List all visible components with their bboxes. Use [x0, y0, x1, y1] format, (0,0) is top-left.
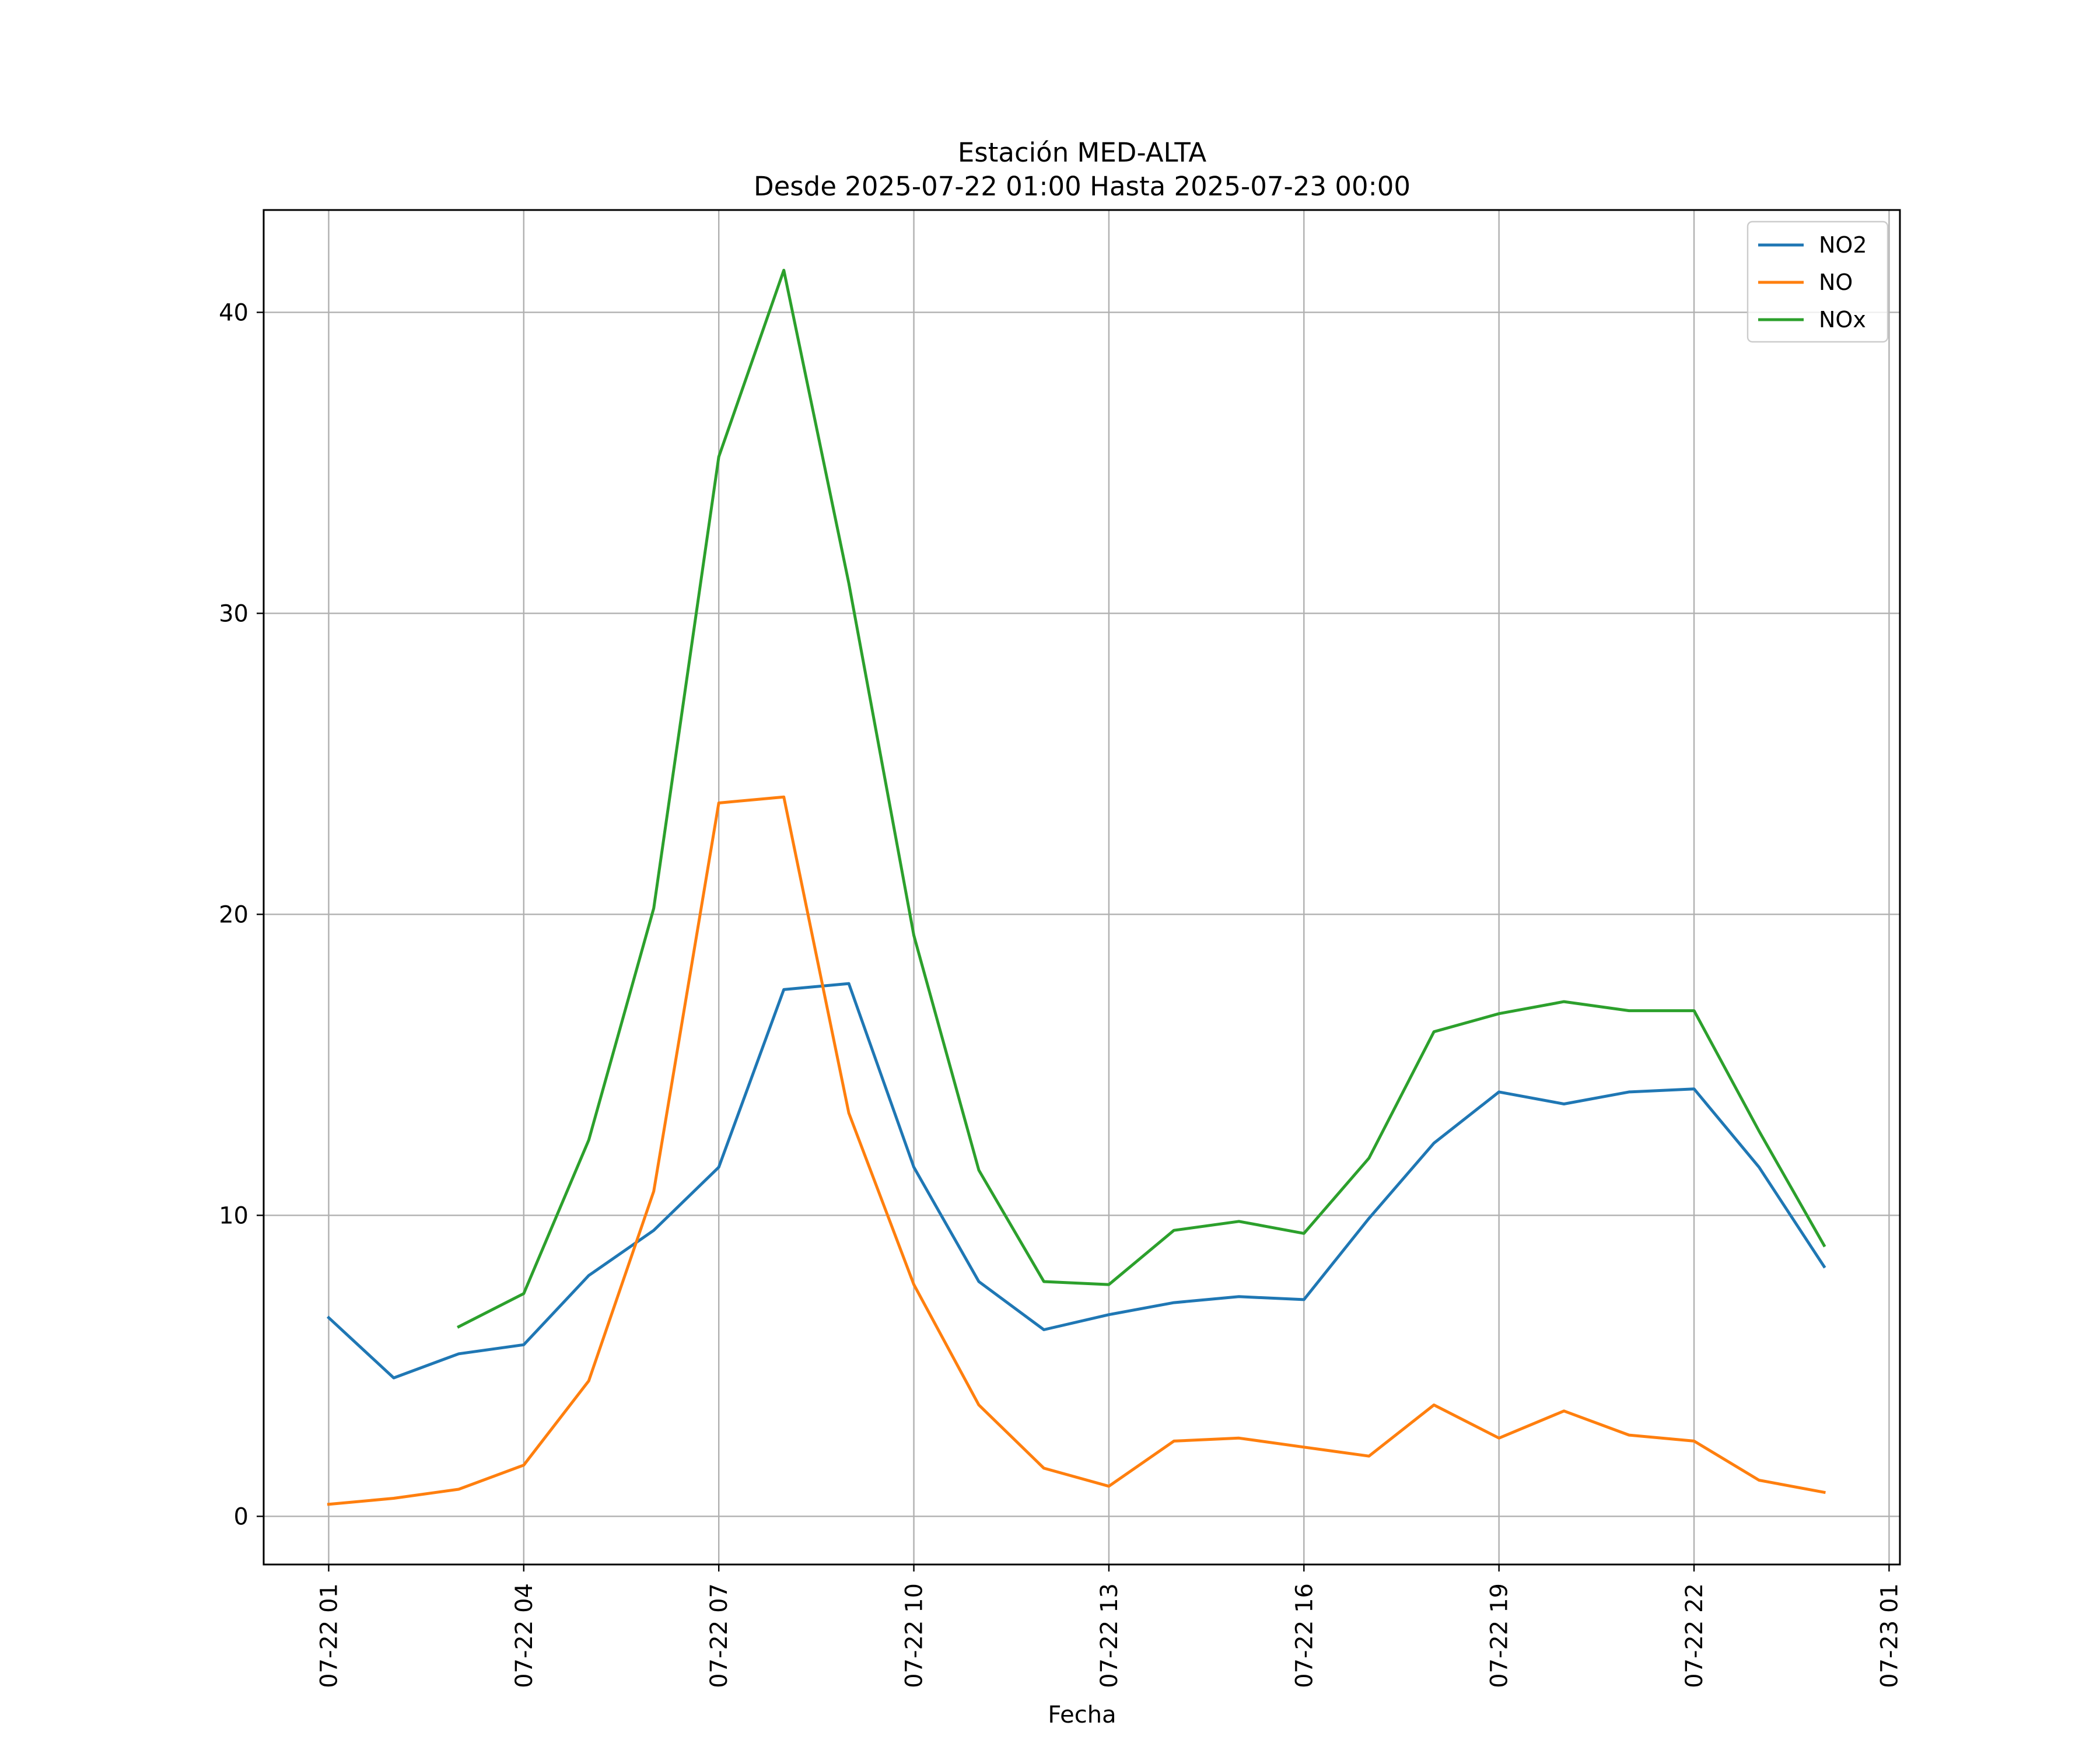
series-line-no	[327, 795, 1826, 1506]
y-tick-label: 0	[234, 1503, 249, 1530]
x-axis-label: Fecha	[1048, 1702, 1116, 1728]
x-tick-label: 07-22 13	[1096, 1583, 1123, 1688]
y-tick-label: 40	[219, 299, 249, 326]
legend-label-no2: NO2	[1819, 232, 1867, 258]
x-axis-ticks: 07-22 01 07-22 04 07-22 07 07-22 10 07-22 13…	[316, 1564, 1903, 1688]
x-tick-label: 07-22 22	[1681, 1583, 1708, 1688]
x-tick-label: 07-23 01	[1876, 1583, 1903, 1688]
x-tick-label: 07-22 04	[511, 1583, 538, 1688]
x-tick-label: 07-22 01	[316, 1583, 342, 1688]
y-axis-ticks: 0 10 20 30 40	[219, 299, 264, 1530]
x-tick-label: 07-22 10	[901, 1583, 928, 1688]
series-line-no2	[326, 982, 1826, 1380]
series-lines	[326, 268, 1826, 1506]
x-tick-label: 07-22 19	[1486, 1583, 1513, 1688]
series-line-nox	[457, 268, 1826, 1329]
chart-subtitle: Desde 2025-07-22 01:00 Hasta 2025-07-23 …	[754, 171, 1410, 202]
legend-label-no: NO	[1819, 270, 1853, 295]
x-tick-label: 07-22 16	[1291, 1583, 1318, 1688]
chart-title: Estación MED-ALTA	[958, 137, 1207, 168]
y-tick-label: 10	[219, 1202, 249, 1229]
y-tick-label: 30	[219, 600, 249, 627]
x-tick-label: 07-22 07	[706, 1583, 733, 1688]
legend: NO2 NO NOx	[1746, 220, 1889, 343]
plot-frame	[262, 209, 1901, 1566]
y-tick-label: 20	[219, 901, 249, 928]
legend-label-nox: NOx	[1819, 307, 1866, 332]
gridlines	[264, 210, 1900, 1564]
legend-box	[1746, 220, 1889, 343]
